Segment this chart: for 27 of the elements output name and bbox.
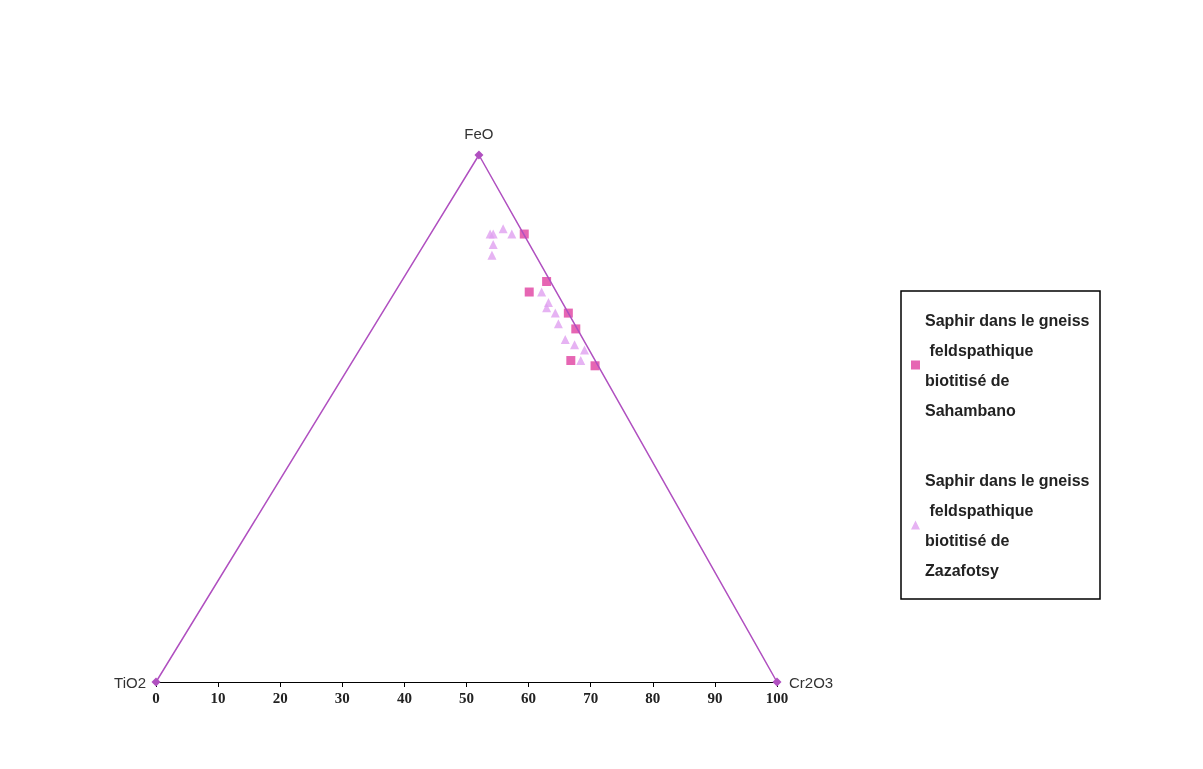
- x-tick-label: 90: [707, 689, 723, 706]
- point: [507, 229, 517, 239]
- point: [488, 240, 498, 250]
- x-tick-label: 50: [459, 689, 474, 706]
- legend-label: Saphir dans le gneiss feldspathique biotitisé de Zazafotsy: [925, 471, 1090, 579]
- point: [553, 319, 563, 329]
- annotation: Cr2O3: [789, 673, 834, 691]
- x-tick-label: 40: [396, 689, 412, 706]
- point: [550, 308, 560, 318]
- x-tick-label: 30: [334, 689, 350, 706]
- x-tick-label: 10: [210, 689, 226, 706]
- point: [524, 287, 534, 297]
- point: [474, 150, 484, 160]
- point: [560, 334, 570, 344]
- annotation: TiO2: [114, 673, 146, 691]
- point: [566, 356, 576, 366]
- point: [487, 250, 497, 260]
- x-tick-label: 0: [152, 689, 160, 706]
- x-tick-label: 60: [521, 689, 537, 706]
- legend-label: Saphir dans le gneiss feldspathique biotitisé de Sahambano: [925, 311, 1090, 419]
- x-tick-label: 20: [272, 689, 288, 706]
- x-tick-label: 80: [645, 689, 661, 706]
- x-tick-label: 70: [583, 689, 599, 706]
- point: [537, 287, 547, 297]
- annotation: FeO: [464, 125, 494, 142]
- x-tick-label: 100: [765, 689, 789, 706]
- point: [570, 340, 580, 350]
